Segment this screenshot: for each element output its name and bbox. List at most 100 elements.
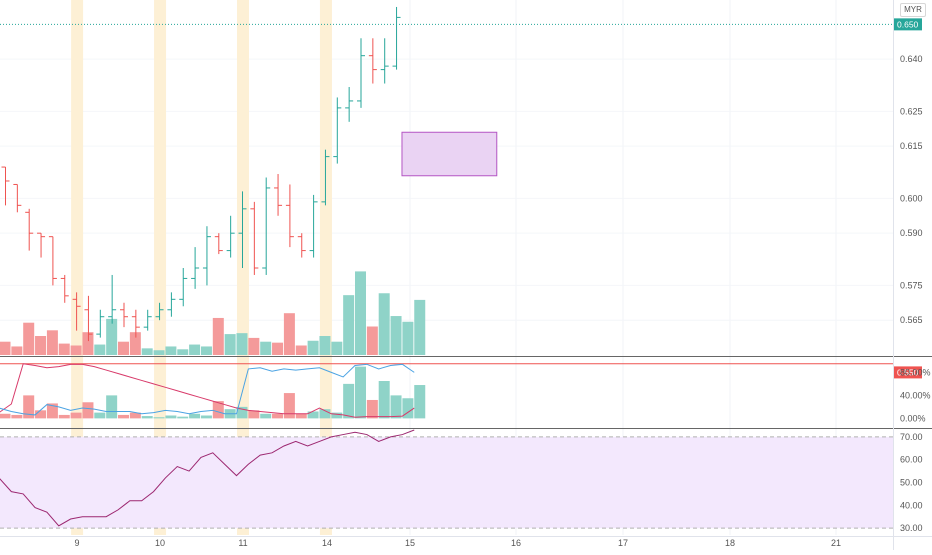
ohlc-bar <box>84 295 93 342</box>
volume-bar <box>153 350 165 355</box>
ohlc-bar <box>60 274 69 303</box>
volume-bar <box>248 337 260 355</box>
volume-bar <box>200 346 212 355</box>
time-tick-label: 15 <box>405 538 415 548</box>
volume-bar <box>35 336 47 355</box>
price-marker-label: 0.550 <box>897 367 919 377</box>
rsi-tick-label: 50.00 <box>900 478 923 488</box>
ohlc-bar <box>202 226 211 286</box>
ohlc-bar <box>238 191 247 268</box>
volume-bar <box>260 341 272 355</box>
rsi-line <box>0 429 415 527</box>
rsi-tick-label: 40.00 <box>900 500 923 510</box>
price-tick-label: 0.615 <box>900 141 923 151</box>
volume-bar <box>82 332 94 355</box>
oscillator-bar <box>260 413 272 419</box>
volume-bar <box>331 341 343 355</box>
oscillator-bar <box>343 383 355 419</box>
oscillator-bar <box>307 411 319 419</box>
oscillator-bar <box>35 410 47 419</box>
ohlc-bar <box>13 183 22 213</box>
oscillator-bar <box>141 416 153 419</box>
volume-bar <box>11 346 23 355</box>
oscillator-bar <box>129 412 141 419</box>
ohlc-bar <box>226 215 235 258</box>
volume-bar <box>106 318 118 355</box>
volume-bar <box>94 344 106 355</box>
volume-bar <box>402 321 414 355</box>
oscillator-bar <box>272 413 284 419</box>
ohlc-bar <box>392 6 401 70</box>
volume-bar <box>366 326 378 355</box>
session-highlight <box>154 0 167 535</box>
oscillator-bar <box>402 398 414 419</box>
ohlc-bar <box>25 208 34 251</box>
ohlc-bar <box>131 309 140 338</box>
oscillator-bar <box>118 414 129 419</box>
price-tick-label: 0.565 <box>900 315 923 325</box>
oscillator-bar <box>70 412 82 419</box>
oscillator-bar <box>319 409 331 419</box>
oscillator-bar <box>177 416 189 419</box>
oscillator-bar <box>82 402 94 419</box>
oscillator-bar <box>46 403 58 419</box>
rsi-band <box>0 436 893 529</box>
volume-bar <box>295 345 307 355</box>
oscillator-tick-label: 0.00% <box>900 413 926 423</box>
time-tick-label: 18 <box>725 538 735 548</box>
time-tick-label: 16 <box>511 538 521 548</box>
ohlc-bar <box>72 292 81 331</box>
volume-bar <box>165 346 177 355</box>
ohlc-bar <box>345 87 354 122</box>
volume-bar <box>414 299 426 355</box>
oscillator-bar <box>200 415 212 419</box>
volume-bar <box>58 343 70 355</box>
volume-bar <box>224 334 236 355</box>
ohlc-bar <box>37 232 46 258</box>
time-tick-label: 11 <box>238 538 247 548</box>
ohlc-bar <box>380 38 389 84</box>
volume-bar <box>355 271 366 355</box>
volume-bar <box>23 322 35 355</box>
oscillator-bar <box>414 385 426 419</box>
volume-bar <box>129 332 141 355</box>
rsi-tick-label: 30.00 <box>900 523 923 533</box>
price-tick-label: 0.640 <box>900 54 923 64</box>
volume-bar <box>390 316 402 355</box>
time-tick-label: 10 <box>155 538 165 548</box>
session-highlight <box>319 0 332 535</box>
oscillator-bar <box>212 401 224 419</box>
price-tick-label: 0.590 <box>900 228 923 238</box>
ohlc-bar <box>250 201 259 275</box>
oscillator-bar <box>283 393 295 419</box>
ohlc-bar <box>357 38 365 108</box>
ohlc-bar <box>309 194 318 258</box>
ohlc-bar <box>167 292 176 317</box>
volume-bar <box>177 349 189 355</box>
currency-label[interactable]: MYR <box>900 3 926 17</box>
oscillator-bar <box>248 410 260 419</box>
volume-bar <box>0 341 11 355</box>
ohlc-bar <box>321 149 330 206</box>
ohlc-bar <box>274 174 283 216</box>
session-highlight <box>71 0 84 535</box>
volume-bar <box>272 342 284 355</box>
oscillator-bar <box>58 414 70 419</box>
price-tick-label: 0.575 <box>900 280 923 290</box>
volume-bar <box>236 333 248 355</box>
oscillator-red-line <box>0 363 415 418</box>
oscillator-bar <box>366 399 378 419</box>
ohlc-bar <box>108 274 117 324</box>
volume-bar <box>212 317 224 355</box>
oscillator-bar <box>295 413 307 419</box>
ohlc-bar <box>214 233 223 255</box>
oscillator-bar <box>378 381 390 419</box>
target-zone-rect <box>401 131 498 177</box>
volume-bar <box>118 341 129 355</box>
oscillator-bar <box>106 395 118 419</box>
oscillator-bar <box>23 395 35 419</box>
price-marker-bg <box>894 18 922 31</box>
volume-bar <box>46 330 58 355</box>
